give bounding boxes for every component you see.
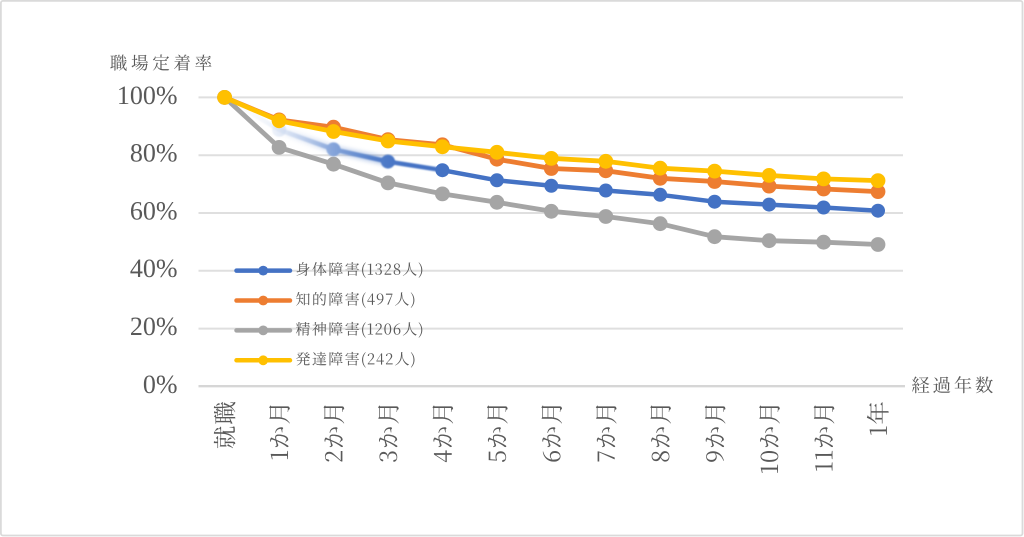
- svg-text:80%: 80%: [130, 139, 178, 168]
- svg-text:40%: 40%: [130, 254, 178, 283]
- svg-text:60%: 60%: [130, 196, 178, 225]
- svg-text:20%: 20%: [130, 312, 178, 341]
- svg-text:0%: 0%: [143, 370, 178, 399]
- svg-text:100%: 100%: [117, 81, 178, 110]
